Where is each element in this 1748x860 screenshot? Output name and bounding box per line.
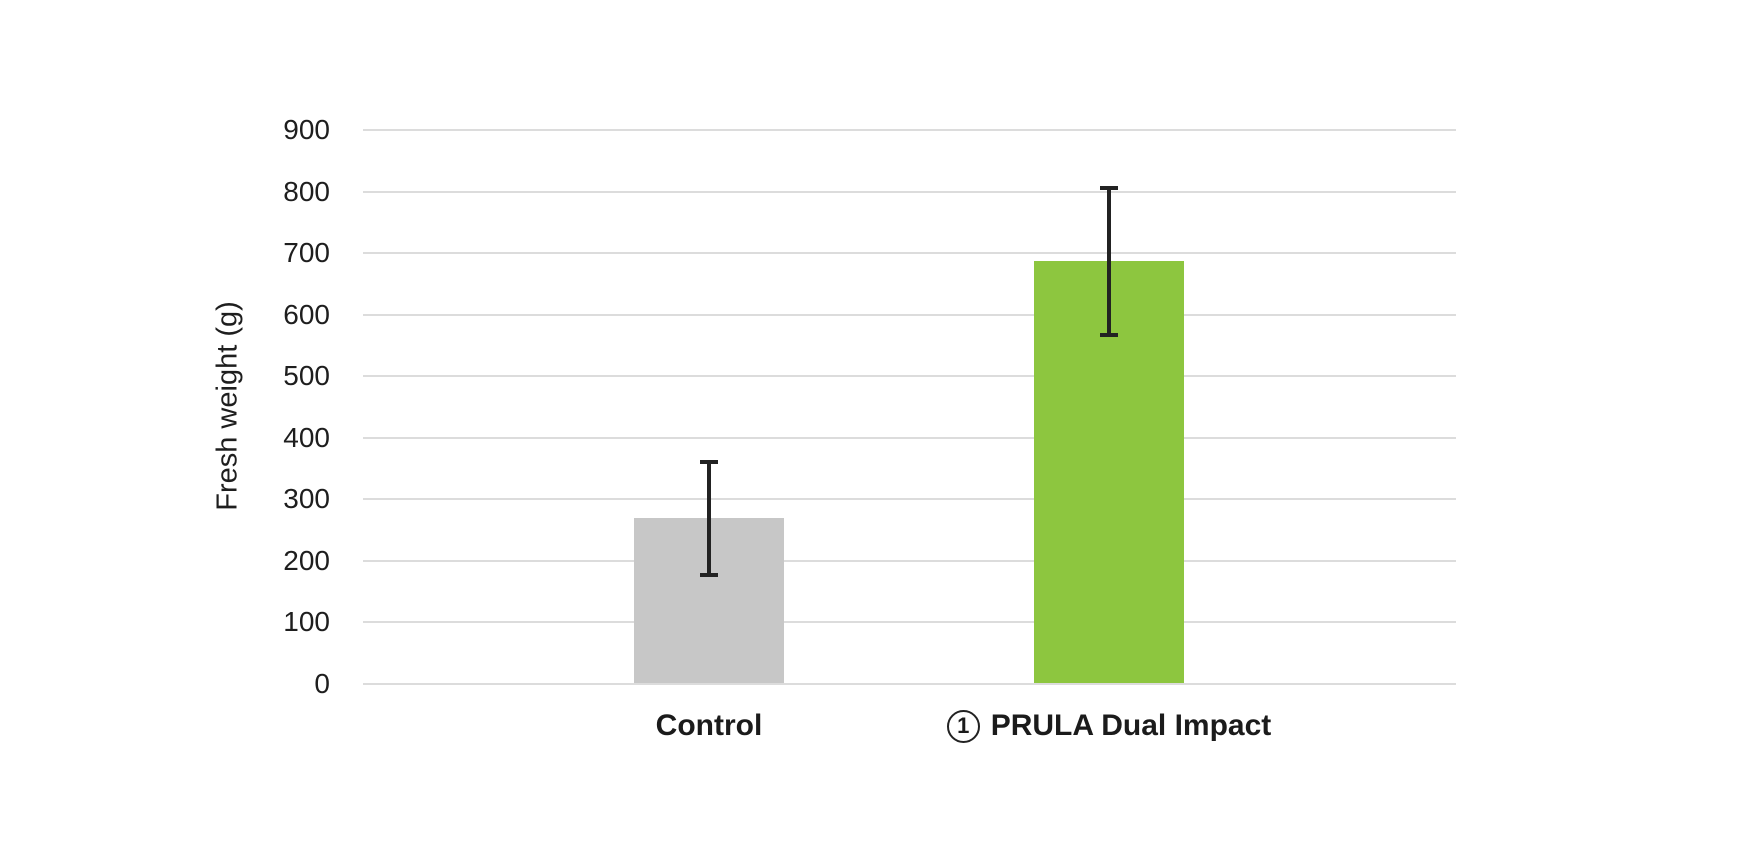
y-tick-label-100: 100 (283, 606, 330, 638)
gridline-500 (363, 375, 1456, 378)
error-bar-cap-top (700, 459, 718, 464)
y-tick-label-700: 700 (283, 237, 330, 269)
x-axis-label-text: Control (655, 709, 763, 742)
y-tick-label-600: 600 (283, 298, 330, 330)
y-tick-label-500: 500 (283, 360, 330, 392)
error-bar-cap-bottom (700, 572, 718, 577)
gridline-0 (363, 683, 1456, 685)
y-axis-title: Fresh weight (g) (211, 301, 244, 511)
x-axis-label-control: Control (389, 704, 1029, 748)
error-bar-line (1107, 185, 1111, 338)
y-tick-label-900: 900 (283, 114, 330, 145)
error-bar-cap-top (1100, 185, 1118, 190)
circled-number-icon: 1 (946, 709, 980, 743)
gridline-400 (363, 436, 1456, 439)
error-bar-cap-bottom (1100, 333, 1118, 338)
gridline-900 (363, 129, 1456, 131)
y-tick-label-300: 300 (283, 483, 330, 515)
gridline-100 (363, 621, 1456, 624)
gridline-800 (363, 190, 1456, 193)
y-tick-label-0: 0 (314, 668, 330, 699)
gridline-300 (363, 498, 1456, 501)
x-axis-label-text: PRULA Dual Impact (990, 709, 1272, 742)
y-tick-label-800: 800 (283, 175, 330, 207)
gridline-600 (363, 313, 1456, 316)
x-axis-label-prula-dual-impact: 1 PRULA Dual Impact (789, 704, 1429, 748)
error-bar-line (707, 459, 711, 577)
gridline-700 (363, 252, 1456, 255)
y-tick-label-200: 200 (283, 544, 330, 576)
y-tick-label-400: 400 (283, 421, 330, 453)
plot-area (363, 129, 1456, 685)
gridline-200 (363, 559, 1456, 562)
